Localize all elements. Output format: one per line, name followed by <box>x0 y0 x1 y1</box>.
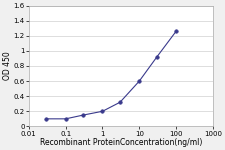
X-axis label: Recombinant ProteinConcentration(ng/ml): Recombinant ProteinConcentration(ng/ml) <box>40 138 202 147</box>
Y-axis label: OD 450: OD 450 <box>3 52 12 80</box>
